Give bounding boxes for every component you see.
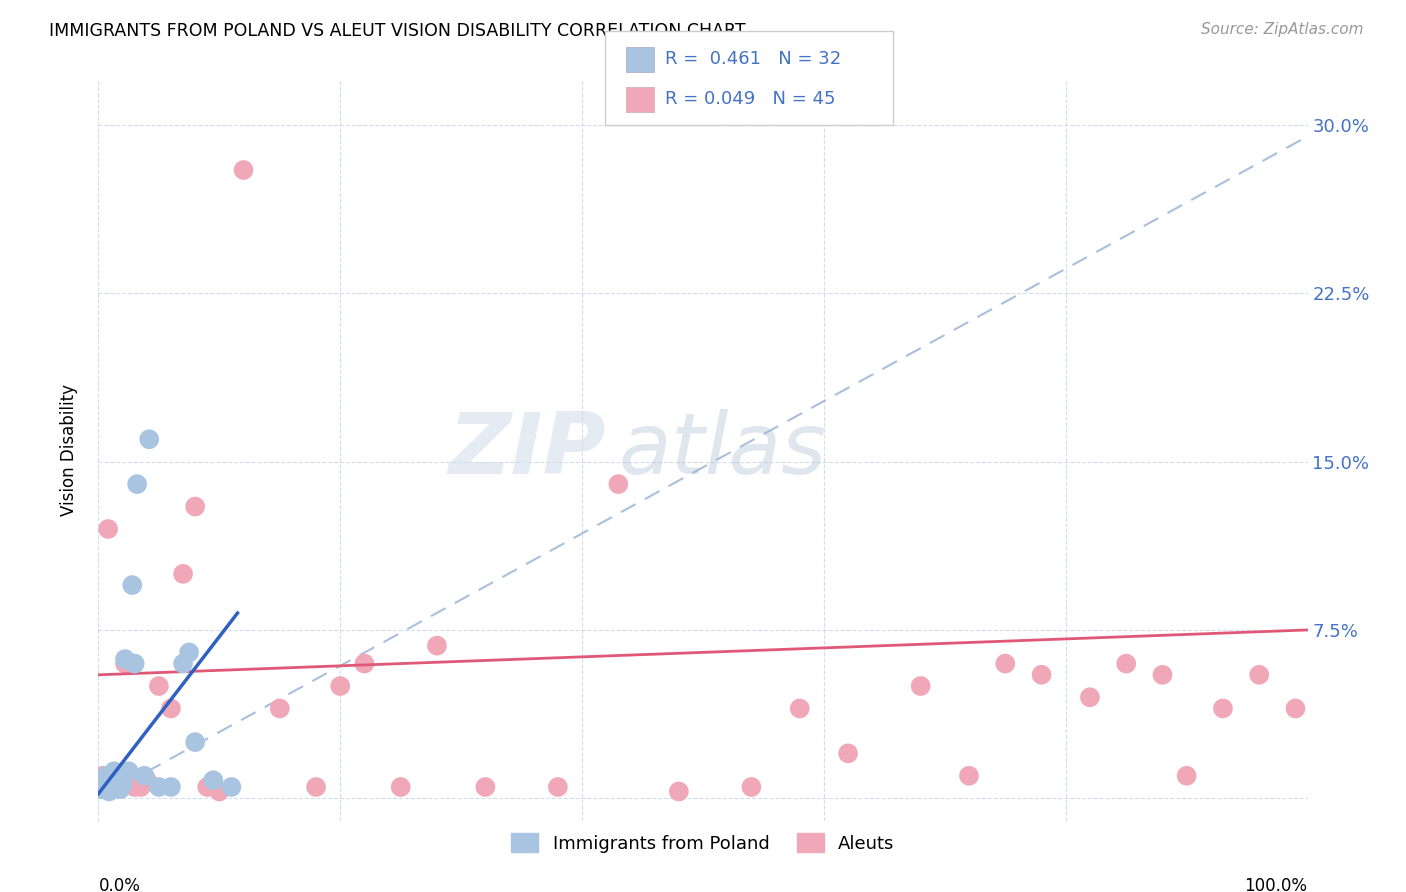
Point (90, 780, 112, 794)
Point (172, 657, 194, 671)
Point (124, 657, 146, 671)
Text: R =  0.461   N = 32: R = 0.461 N = 32 (665, 51, 841, 69)
Point (97, 775, 120, 789)
Point (1249, 668, 1271, 682)
Point (547, 780, 569, 794)
Point (96, 769, 118, 783)
Point (740, 780, 762, 794)
Point (305, 780, 328, 794)
Point (101, 780, 124, 794)
Text: R = 0.049   N = 45: R = 0.049 N = 45 (665, 90, 835, 108)
Point (1152, 668, 1174, 682)
Point (127, 477, 149, 491)
Point (101, 775, 124, 789)
Point (208, 784, 231, 798)
Y-axis label: Vision Disability: Vision Disability (59, 384, 77, 516)
Point (184, 735, 207, 749)
Point (118, 764, 141, 779)
Point (124, 780, 146, 794)
Legend: Immigrants from Poland, Aleuts: Immigrants from Poland, Aleuts (505, 826, 901, 860)
Point (668, 784, 690, 798)
Point (97, 522, 120, 536)
Point (114, 657, 136, 671)
Point (111, 778, 134, 792)
Text: Source: ZipAtlas.com: Source: ZipAtlas.com (1201, 22, 1364, 37)
Point (1115, 657, 1137, 671)
Point (134, 769, 156, 783)
Point (135, 773, 157, 788)
Point (607, 477, 630, 491)
Point (107, 773, 129, 788)
Point (107, 773, 129, 788)
Point (121, 578, 143, 592)
Point (91, 769, 114, 783)
Point (1031, 668, 1053, 682)
Point (837, 747, 859, 761)
Point (104, 778, 127, 792)
Point (114, 652, 136, 666)
Point (105, 780, 128, 794)
Text: ZIP: ZIP (449, 409, 606, 492)
Point (221, 780, 243, 794)
Point (110, 769, 132, 783)
Point (1284, 701, 1306, 715)
Point (232, 163, 254, 178)
Text: 0.0%: 0.0% (98, 877, 141, 892)
Text: IMMIGRANTS FROM POLAND VS ALEUT VISION DISABILITY CORRELATION CHART: IMMIGRANTS FROM POLAND VS ALEUT VISION D… (49, 22, 745, 40)
Point (103, 764, 125, 779)
Point (160, 701, 183, 715)
Point (148, 679, 170, 693)
Point (108, 780, 131, 794)
Point (1212, 701, 1234, 715)
Point (94, 780, 117, 794)
Point (104, 769, 127, 783)
Point (184, 500, 207, 514)
Point (100, 780, 122, 794)
Text: 100.0%: 100.0% (1244, 877, 1308, 892)
Point (910, 679, 932, 693)
Point (426, 639, 449, 653)
Point (474, 780, 496, 794)
Point (994, 657, 1017, 671)
Point (202, 773, 225, 788)
Point (1078, 690, 1101, 705)
Point (100, 780, 122, 794)
Point (148, 780, 170, 794)
Point (329, 679, 352, 693)
Point (195, 780, 218, 794)
Point (108, 780, 131, 794)
Point (160, 780, 183, 794)
Point (100, 769, 122, 783)
Point (94, 780, 117, 794)
Point (91, 778, 114, 792)
Point (789, 701, 811, 715)
Text: atlas: atlas (619, 409, 827, 492)
Point (957, 769, 980, 783)
Point (179, 645, 201, 659)
Point (118, 769, 141, 783)
Point (91, 782, 114, 797)
Point (353, 657, 375, 671)
Point (98, 784, 121, 798)
Point (269, 701, 291, 715)
Point (389, 780, 412, 794)
Point (93, 773, 115, 788)
Point (172, 566, 194, 581)
Point (129, 780, 152, 794)
Point (1175, 769, 1198, 783)
Point (138, 432, 160, 446)
Point (108, 782, 131, 797)
